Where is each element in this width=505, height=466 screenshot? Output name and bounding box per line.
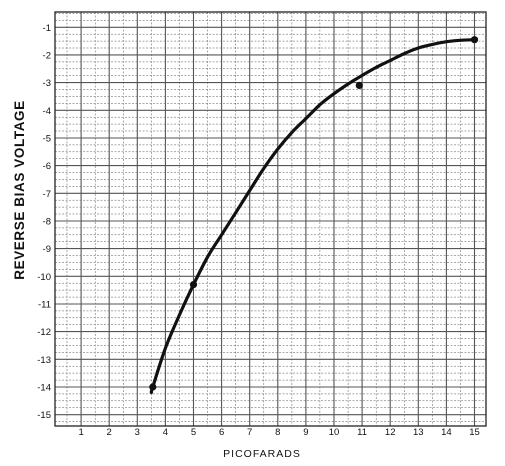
data-point	[149, 383, 157, 391]
plot-frame	[54, 11, 487, 427]
y-tick-label: -4	[43, 106, 51, 117]
y-tick-label: -2	[43, 50, 51, 61]
x-tick-label: 14	[441, 427, 452, 438]
data-point	[355, 81, 363, 89]
y-tick-label: -14	[37, 383, 51, 394]
y-tick-label: -12	[37, 327, 51, 338]
x-tick-label: 2	[107, 427, 112, 438]
x-tick-label: 5	[191, 427, 196, 438]
y-tick-label: -13	[37, 355, 51, 366]
x-tick-label: 12	[385, 427, 396, 438]
y-tick-label: -6	[43, 161, 51, 172]
x-tick-label: 10	[329, 427, 340, 438]
y-tick-label: -3	[43, 78, 51, 89]
data-series	[149, 36, 479, 395]
data-point	[470, 36, 479, 44]
y-tick-label: -7	[43, 189, 51, 200]
x-tick-label: 4	[163, 427, 168, 438]
x-tick-label: 6	[219, 427, 224, 438]
x-tick-label: 9	[303, 427, 308, 438]
y-tick-label: -15	[37, 410, 51, 421]
x-tick-label: 13	[413, 427, 424, 438]
y-tick-label: -9	[43, 244, 51, 255]
series-line	[149, 38, 477, 395]
y-tick-label: -5	[43, 134, 51, 145]
x-tick-label: 15	[469, 427, 480, 438]
x-tick-label: 3	[135, 427, 140, 438]
data-point	[189, 281, 198, 289]
y-tick-label: -8	[43, 217, 51, 228]
x-tick-label: 7	[247, 427, 252, 438]
tick-labels: -15-14-13-12-11-10-9-8-7-6-5-4-3-2-11 2 3 4…	[37, 23, 480, 438]
grid	[54, 11, 487, 427]
x-tick-label: 1	[78, 427, 83, 438]
y-tick-label: -10	[37, 272, 51, 283]
y-axis-label: REVERSE BIAS VOLTAGE	[12, 100, 27, 280]
y-tick-label: -11	[38, 300, 51, 311]
x-tick-label: 8	[275, 427, 280, 438]
y-tick-label: -1	[43, 23, 51, 34]
x-tick-label: 11	[357, 427, 367, 438]
x-axis-label: PICOFARADS	[223, 448, 301, 460]
